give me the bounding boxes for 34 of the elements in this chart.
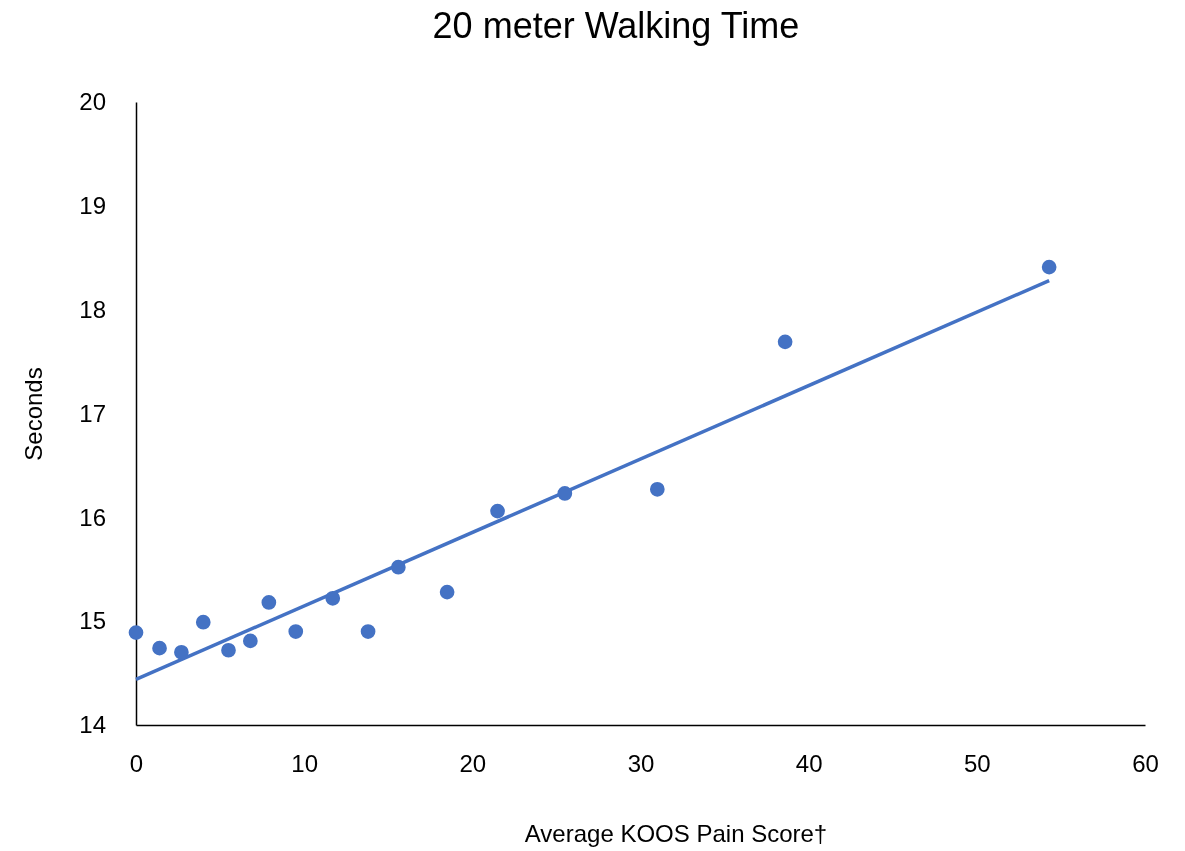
x-tick-label: 20 (459, 750, 487, 778)
point (360, 624, 376, 639)
point (288, 624, 304, 639)
y-tick-label: 18 (79, 295, 106, 323)
y-tick-label: 19 (79, 192, 106, 220)
point (243, 633, 258, 649)
y-axis-title: Seconds (20, 367, 47, 461)
point (325, 590, 341, 606)
y-tick-label: 15 (79, 607, 106, 635)
x-tick-label: 50 (963, 750, 991, 778)
point (1041, 259, 1057, 275)
point (195, 614, 211, 630)
x-tick-label: 0 (129, 750, 144, 778)
y-tick-label: 14 (79, 711, 106, 739)
y-tick-label: 16 (79, 503, 106, 531)
x-axis-title: Average KOOS Pain Score† (524, 820, 828, 847)
point (390, 559, 406, 575)
point (152, 640, 167, 656)
y-tick-label: 20 (79, 88, 106, 116)
point (439, 584, 455, 600)
chart-title: 20 meter Walking Time (432, 5, 800, 46)
y-tick-label: 17 (79, 399, 106, 427)
point (557, 486, 573, 501)
x-tick-label: 60 (1132, 750, 1159, 778)
point (174, 644, 189, 660)
x-tick-label: 10 (291, 750, 319, 778)
point (649, 481, 665, 497)
point (777, 334, 793, 350)
point (261, 595, 277, 610)
x-tick-label: 40 (795, 750, 823, 778)
point (128, 625, 144, 640)
point (490, 503, 505, 519)
point (221, 642, 236, 658)
x-tick-label: 30 (627, 750, 655, 778)
